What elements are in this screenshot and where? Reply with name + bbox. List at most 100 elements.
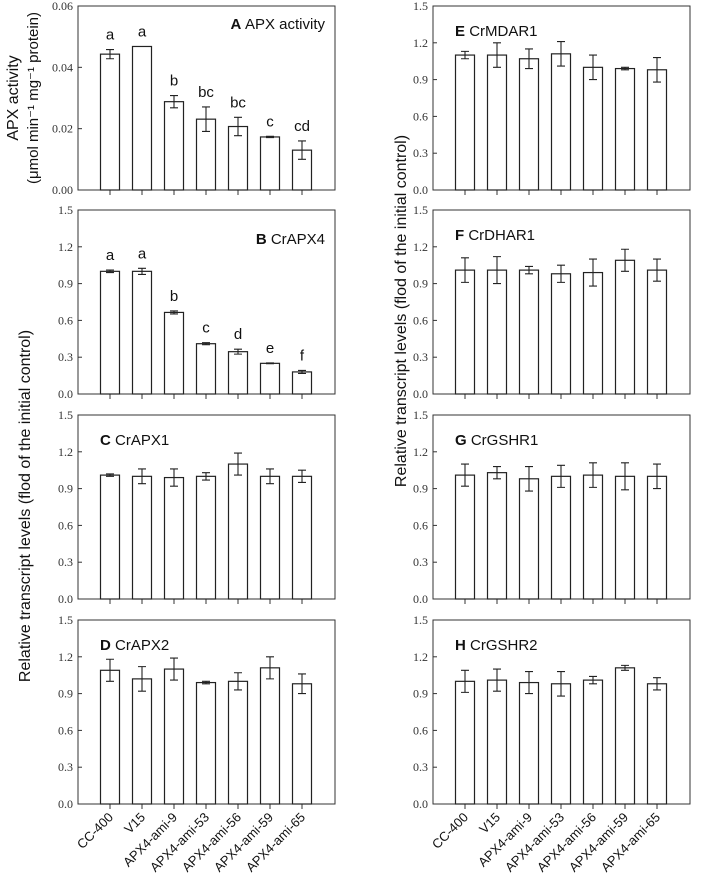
y-tick-label: 1.2 [413, 650, 428, 664]
bar [454, 269, 476, 395]
panel-title: F CrDHAR1 [455, 227, 535, 244]
y-tick-label: 0.3 [58, 555, 73, 569]
panel-E: 0.0 0.3 0.6 0.9 1.2 1.5 E CrMDAR1 [413, 0, 691, 197]
panel-G: 0.0 0.3 0.6 0.9 1.2 1.5 G CrGSHR1 [413, 408, 691, 606]
bar [99, 270, 121, 395]
bar [486, 269, 508, 395]
panel-name: CrAPX1 [115, 432, 169, 449]
bar [99, 669, 121, 805]
error-bar [525, 465, 533, 492]
bar [646, 683, 668, 805]
y-tick-label: 1.2 [58, 445, 73, 459]
y-tick-label: 0.6 [58, 723, 73, 737]
panel-title: A APX activity [231, 16, 326, 33]
panel-C: 0.0 0.3 0.6 0.9 1.2 1.5 C CrAPX1 [58, 408, 336, 606]
error-bar [493, 465, 501, 480]
error-bar [557, 464, 565, 488]
y-tick-label: 1.2 [413, 445, 428, 459]
y-tick-label: 0.6 [58, 313, 73, 327]
bar [454, 474, 476, 600]
error-bar [170, 94, 178, 109]
bar [646, 475, 668, 600]
bar [614, 67, 636, 191]
bar [454, 54, 476, 191]
significance-letter: e [266, 340, 274, 357]
error-bar [621, 664, 629, 671]
y-tick-label: 1.5 [413, 0, 428, 13]
bar [291, 475, 313, 600]
error-bar [138, 666, 146, 692]
bar [550, 273, 572, 395]
panel-H: 0.0 0.3 0.6 0.9 1.2 1.5 H CrGSHR2 [413, 613, 691, 811]
error-bar [589, 54, 597, 81]
error-bar [461, 257, 469, 283]
bar [195, 681, 217, 805]
panel-name: CrGSHR1 [471, 432, 539, 449]
y-tick-label: 1.5 [58, 408, 73, 422]
y-axis-label-left: Relative transcript levels (flod of the … [17, 330, 34, 682]
error-bar [170, 468, 178, 487]
error-bar [170, 310, 178, 315]
y-tick-label: 0.0 [58, 592, 73, 606]
error-bar [202, 680, 210, 685]
y-tick-label: 1.5 [58, 203, 73, 217]
error-bar [461, 669, 469, 693]
y-tick-label: 1.5 [413, 203, 428, 217]
panel-D: 0.0 0.3 0.6 0.9 1.2 1.5 D CrAPX2 [58, 613, 336, 811]
error-bar [621, 66, 629, 71]
error-bar [493, 42, 501, 68]
x-category-label: V15 [476, 810, 503, 837]
bar [486, 472, 508, 600]
bar [99, 53, 121, 191]
bar [131, 270, 153, 395]
bar [131, 678, 153, 805]
error-bar [621, 462, 629, 491]
error-bar [621, 248, 629, 272]
y-tick-label: 0.9 [58, 482, 73, 496]
error-bar [653, 56, 661, 83]
significance-letter: a [138, 245, 147, 262]
y-tick-label: 0.6 [58, 518, 73, 532]
y-axis-label: APX activity [5, 55, 22, 140]
y-tick-label: 0.6 [413, 313, 428, 327]
panel-title: E CrMDAR1 [455, 23, 538, 40]
y-tick-label: 0.9 [413, 482, 428, 496]
bar [518, 58, 540, 191]
bar [518, 269, 540, 395]
significance-letter: bc [230, 94, 246, 111]
significance-letter: b [170, 73, 178, 90]
y-tick-label: 1.2 [58, 240, 73, 254]
significance-letter: c [266, 113, 274, 130]
bar [291, 683, 313, 805]
error-bar [202, 472, 210, 481]
y-tick-label: 0.9 [413, 73, 428, 87]
error-bar [106, 48, 114, 60]
significance-letter: f [300, 347, 305, 364]
y-axis-label-right: Relative transcript levels (flod of the … [393, 135, 410, 487]
error-bar [589, 675, 597, 685]
error-bar [493, 668, 501, 692]
panel-letter: D [100, 637, 115, 654]
error-bar [234, 348, 242, 355]
y-tick-label: 0.0 [58, 387, 73, 401]
bar [486, 54, 508, 191]
panel-letter: B [256, 231, 271, 248]
bar [550, 475, 572, 600]
error-bar [557, 41, 565, 67]
y-tick-label: 0.0 [413, 183, 428, 197]
error-bar [202, 106, 210, 132]
panel-letter: G [455, 432, 471, 449]
error-bar [234, 672, 242, 691]
error-bar [266, 656, 274, 680]
significance-letter: c [202, 320, 210, 337]
y-tick-label: 1.2 [413, 36, 428, 50]
bar [259, 475, 281, 600]
y-tick-label: 0.3 [413, 760, 428, 774]
y-tick-label: 0.04 [52, 60, 73, 74]
error-bar [170, 657, 178, 681]
panel-title: D CrAPX2 [100, 637, 169, 654]
error-bar [653, 677, 661, 691]
bar [99, 474, 121, 600]
bar [227, 463, 249, 600]
panel-B: 0.0 0.3 0.6 0.9 1.2 1.5 a a b c d e f B CrAPX4 [58, 203, 336, 401]
